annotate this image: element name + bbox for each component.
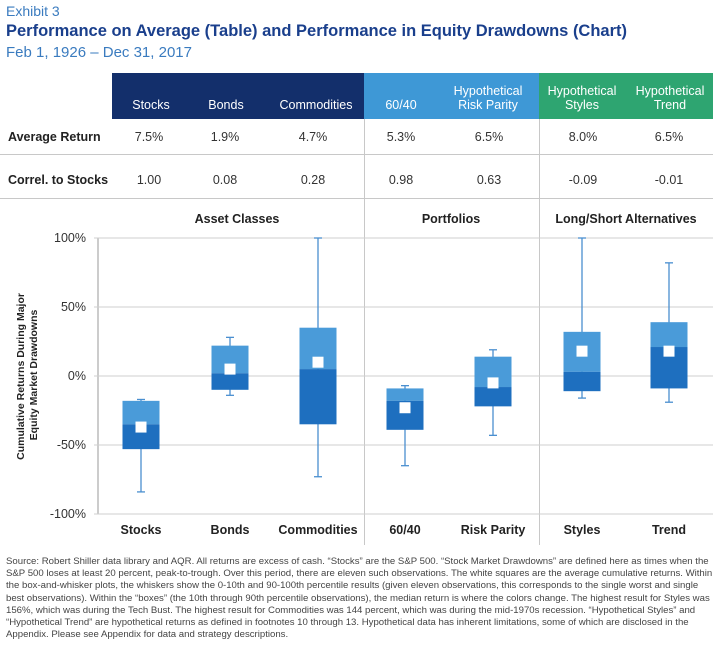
table-cell: 5.3% [386, 130, 416, 144]
mean-marker [312, 356, 324, 368]
mean-marker [487, 377, 499, 389]
box-plot [299, 237, 337, 478]
exhibit-label: Exhibit 3 [6, 3, 60, 19]
box-lower [211, 373, 249, 390]
column-header-stocks: Stocks [132, 98, 170, 112]
x-tick-label: 60/40 [389, 523, 420, 537]
y-axis-label: Cumulative Returns During Major Equity M… [15, 290, 40, 460]
x-tick-label: Styles [564, 523, 601, 537]
box-upper [386, 388, 424, 401]
column-header-bonds: Bonds [208, 98, 244, 112]
asset-classes-header-band [112, 73, 364, 119]
portfolios-header-band [364, 73, 539, 119]
mean-marker [135, 421, 147, 433]
table-cell: 0.98 [388, 173, 414, 187]
y-axis: 100% 50% 0% -50% -100% [50, 231, 713, 521]
box-lower [563, 371, 601, 392]
y-tick-label: 0% [68, 369, 86, 383]
box-series [122, 237, 688, 493]
table-cell: 0.08 [212, 173, 238, 187]
x-tick-label: Trend [652, 523, 686, 537]
box-plot [474, 349, 512, 436]
alternatives-header-band [539, 73, 713, 119]
column-header-commodities: Commodities [279, 98, 353, 112]
row-label: Correl. to Stocks [8, 173, 109, 187]
y-tick-label: -100% [50, 507, 86, 521]
box-plot [650, 262, 688, 403]
x-tick-label: Stocks [121, 523, 162, 537]
column-header-trend: Hypothetical Trend [635, 84, 705, 112]
x-tick-label: Risk Parity [461, 523, 526, 537]
box-plot [122, 398, 160, 493]
mean-marker [576, 345, 588, 357]
box-plot [563, 237, 601, 399]
mean-marker [224, 363, 236, 375]
table-divider [0, 198, 713, 199]
box-lower [474, 387, 512, 407]
page-subtitle: Feb 1, 1926 – Dec 31, 2017 [6, 44, 192, 61]
box-plot [386, 385, 424, 467]
group-label-portfolios: Portfolios [422, 212, 480, 226]
mean-marker [399, 402, 411, 414]
box-lower [299, 369, 337, 425]
table-cell: 1.00 [136, 173, 162, 187]
column-header-risk-parity: Hypothetical Risk Parity [453, 84, 523, 112]
table-cell: 7.5% [134, 130, 164, 144]
group-label-alternatives: Long/Short Alternatives [555, 212, 696, 226]
table-cell: 6.5% [474, 130, 504, 144]
table-row-average-return: Average Return 7.5% 1.9% 4.7% 5.3% 6.5% … [0, 119, 720, 155]
section-divider [539, 119, 540, 545]
box-whisker-chart: Asset Classes Portfolios Long/Short Alte… [15, 212, 713, 537]
mean-marker [663, 345, 675, 357]
box-upper [650, 322, 688, 348]
table-cell: -0.09 [568, 173, 598, 187]
table-divider [0, 154, 713, 155]
box-upper [122, 400, 160, 425]
column-header-styles: Hypothetical Styles [547, 84, 617, 112]
section-divider [364, 119, 365, 545]
table-cell: 4.7% [298, 130, 328, 144]
x-tick-label: Bonds [211, 523, 250, 537]
table-cell: 0.28 [300, 173, 326, 187]
table-cell: 8.0% [568, 130, 598, 144]
table-row-correlation: Correl. to Stocks 1.00 0.08 0.28 0.98 0.… [0, 162, 720, 198]
table-cell: 1.9% [210, 130, 240, 144]
box-plot [211, 336, 249, 396]
row-label: Average Return [8, 130, 101, 144]
x-tick-label: Commodities [278, 523, 357, 537]
y-tick-label: -50% [57, 438, 86, 452]
group-label-asset-classes: Asset Classes [195, 212, 280, 226]
page-title: Performance on Average (Table) and Perfo… [6, 22, 628, 40]
table-cell: 6.5% [654, 130, 684, 144]
table-cell: 0.63 [476, 173, 502, 187]
source-note: Source: Robert Shiller data library and … [6, 556, 713, 641]
table-cell: -0.01 [654, 173, 684, 187]
x-axis-labels: Stocks Bonds Commodities 60/40 Risk Parity St… [121, 523, 687, 537]
y-tick-label: 100% [54, 231, 86, 245]
column-header-60-40: 60/40 [385, 98, 417, 112]
y-tick-label: 50% [61, 300, 86, 314]
